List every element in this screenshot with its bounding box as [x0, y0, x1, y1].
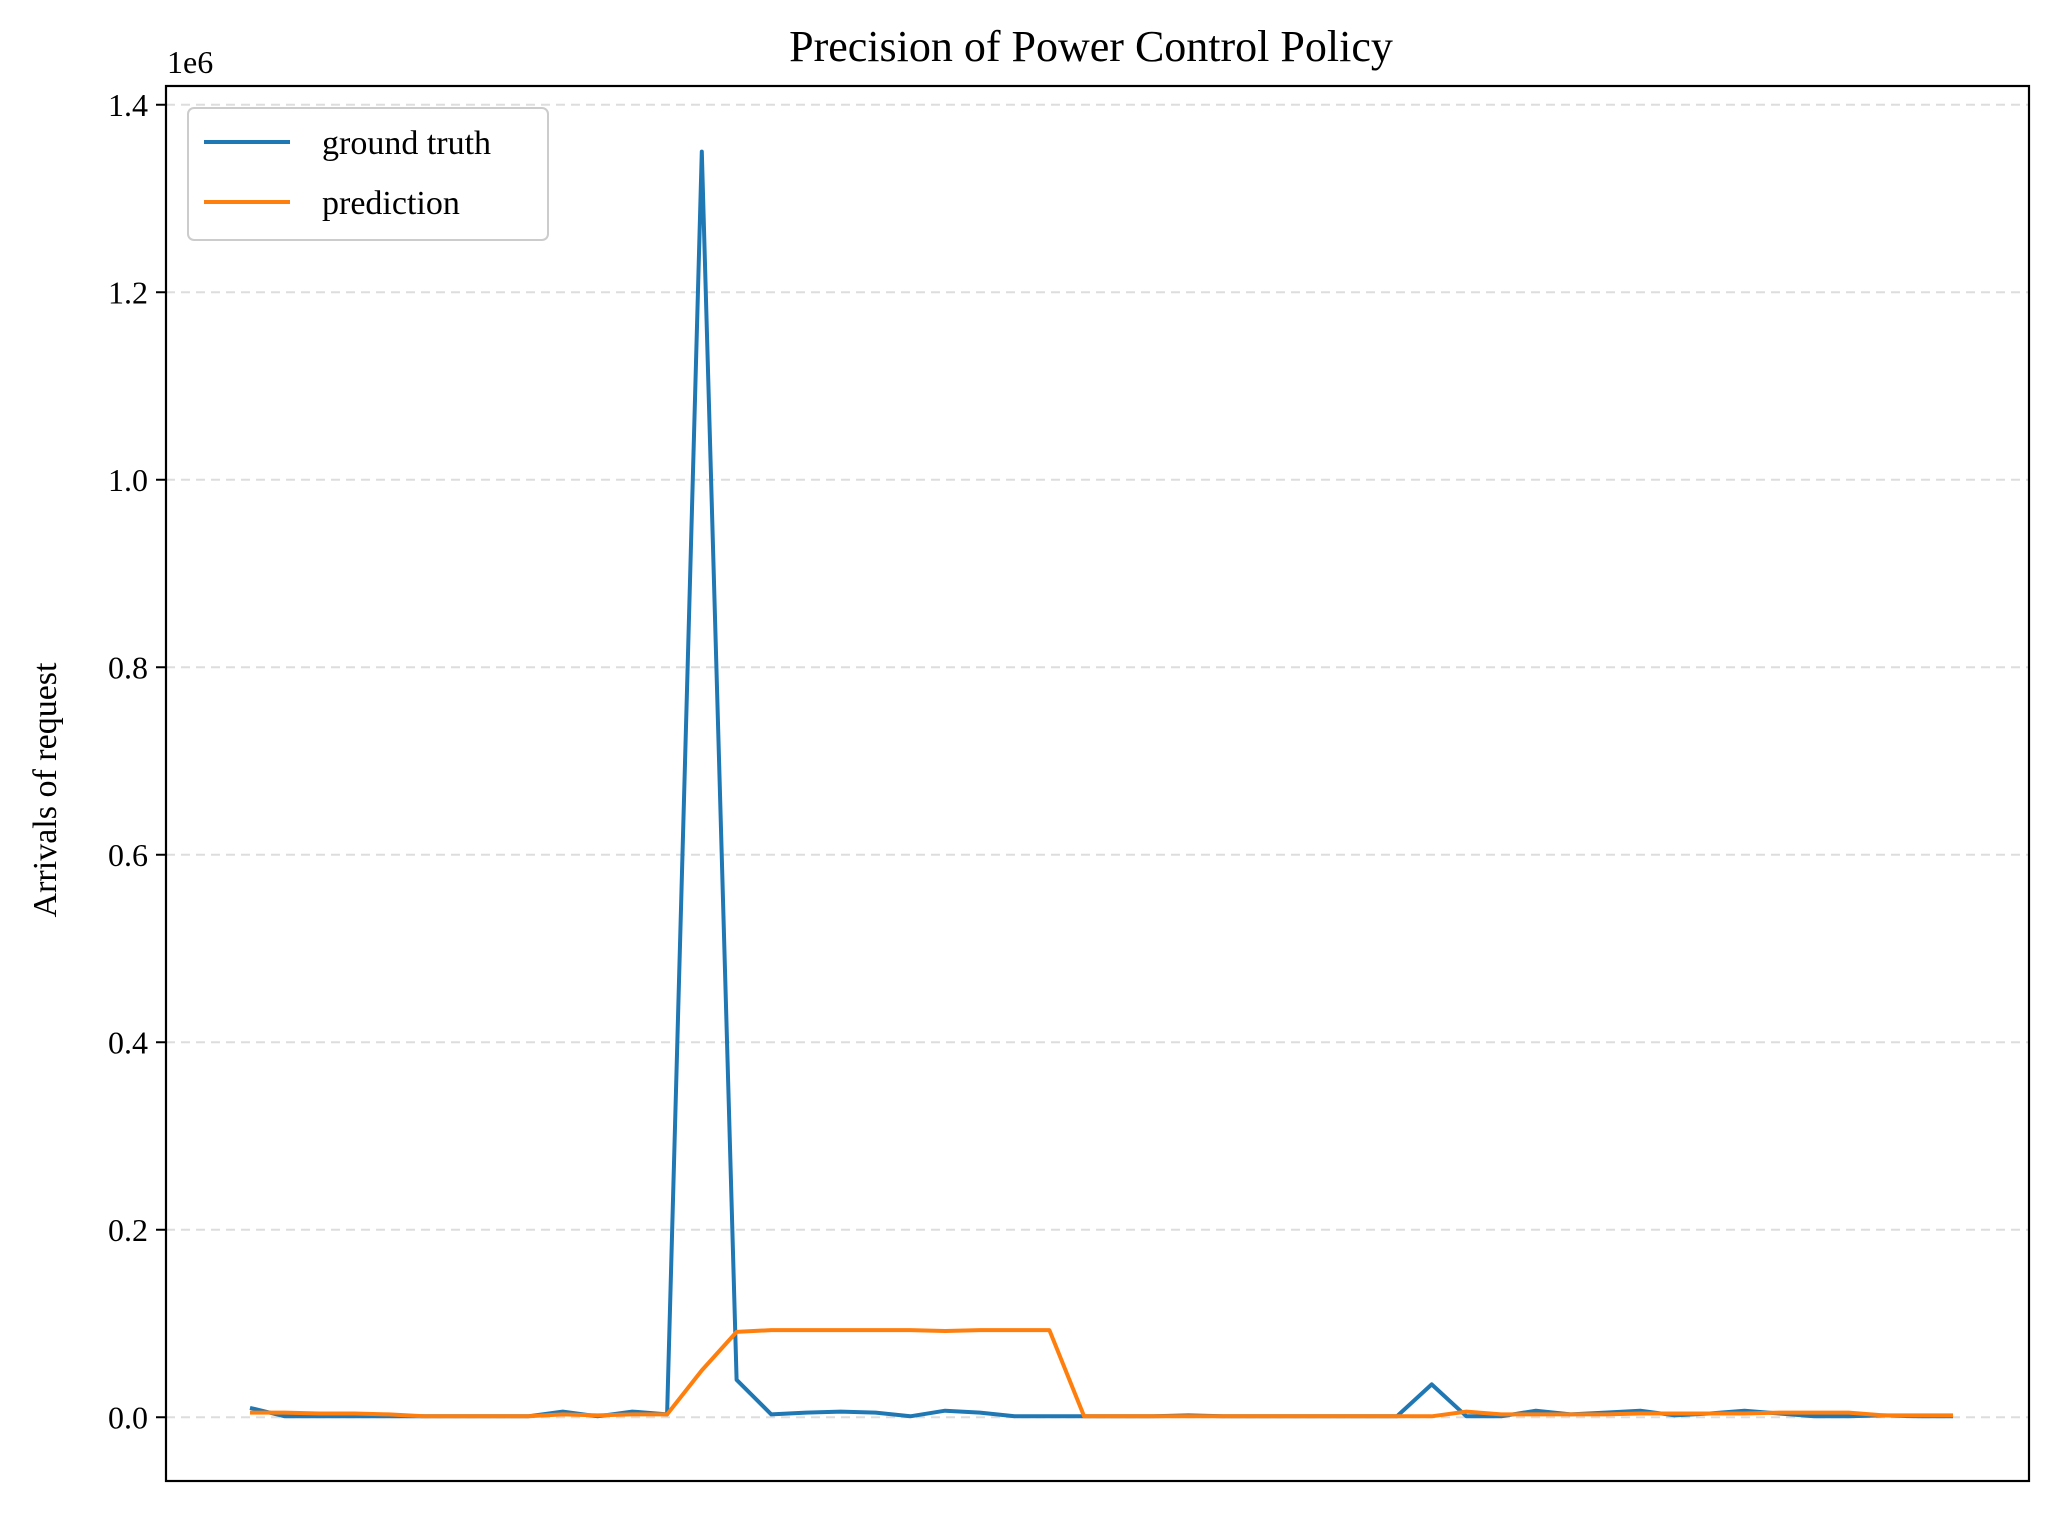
series-layer [249, 149, 1953, 1419]
y-ticks: 0.0 0.2 0.4 0.6 0.8 1.0 1.2 1.4 [108, 87, 166, 1435]
y-tick-label: 0.2 [108, 1212, 148, 1248]
legend-label-prediction: prediction [322, 185, 460, 222]
y-tick-label: 0.4 [108, 1024, 148, 1060]
legend: ground truth prediction [187, 107, 549, 241]
y-axis-label: Arrivals of request [27, 662, 64, 917]
plot-frame [164, 84, 2031, 1483]
y-tick-label: 1.4 [108, 87, 148, 123]
y-tick-label: 0.6 [108, 837, 148, 873]
y-tick-label: 1.2 [108, 274, 148, 310]
chart-title: Precision of Power Control Policy [789, 22, 1393, 71]
legend-label-ground-truth: ground truth [322, 125, 491, 162]
y-tick-label: 0.0 [108, 1399, 148, 1435]
series-line-prediction [250, 1328, 1953, 1419]
y-offset-label: 1e6 [167, 44, 213, 80]
y-tick-label: 0.8 [108, 649, 148, 685]
y-tick-label: 1.0 [108, 462, 148, 498]
